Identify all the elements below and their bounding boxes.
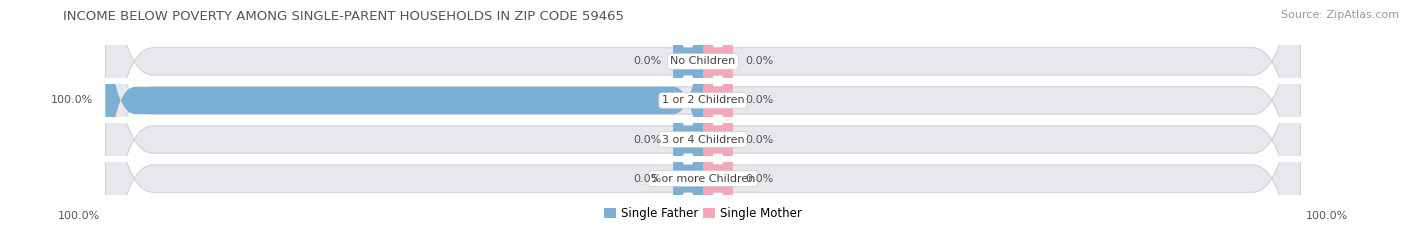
FancyBboxPatch shape (673, 0, 703, 233)
Text: 0.0%: 0.0% (633, 56, 661, 66)
FancyBboxPatch shape (105, 0, 1301, 233)
Text: 0.0%: 0.0% (633, 174, 661, 184)
Text: No Children: No Children (671, 56, 735, 66)
FancyBboxPatch shape (673, 25, 703, 233)
FancyBboxPatch shape (105, 0, 703, 233)
Text: Source: ZipAtlas.com: Source: ZipAtlas.com (1281, 10, 1399, 21)
FancyBboxPatch shape (105, 0, 1301, 233)
FancyBboxPatch shape (703, 0, 733, 233)
Text: INCOME BELOW POVERTY AMONG SINGLE-PARENT HOUSEHOLDS IN ZIP CODE 59465: INCOME BELOW POVERTY AMONG SINGLE-PARENT… (63, 10, 624, 24)
FancyBboxPatch shape (105, 0, 1301, 233)
Text: 0.0%: 0.0% (633, 134, 661, 144)
Text: 0.0%: 0.0% (745, 56, 773, 66)
Text: 0.0%: 0.0% (745, 174, 773, 184)
FancyBboxPatch shape (703, 0, 733, 215)
Text: 100.0%: 100.0% (1306, 211, 1348, 221)
Text: 100.0%: 100.0% (51, 96, 94, 106)
Legend: Single Father, Single Mother: Single Father, Single Mother (600, 202, 806, 225)
Text: 0.0%: 0.0% (745, 134, 773, 144)
Text: 0.0%: 0.0% (745, 96, 773, 106)
Text: 100.0%: 100.0% (58, 211, 100, 221)
FancyBboxPatch shape (105, 0, 1301, 233)
FancyBboxPatch shape (703, 0, 733, 233)
FancyBboxPatch shape (703, 25, 733, 233)
FancyBboxPatch shape (673, 0, 703, 215)
Text: 3 or 4 Children: 3 or 4 Children (662, 134, 744, 144)
Text: 1 or 2 Children: 1 or 2 Children (662, 96, 744, 106)
Text: 5 or more Children: 5 or more Children (651, 174, 755, 184)
